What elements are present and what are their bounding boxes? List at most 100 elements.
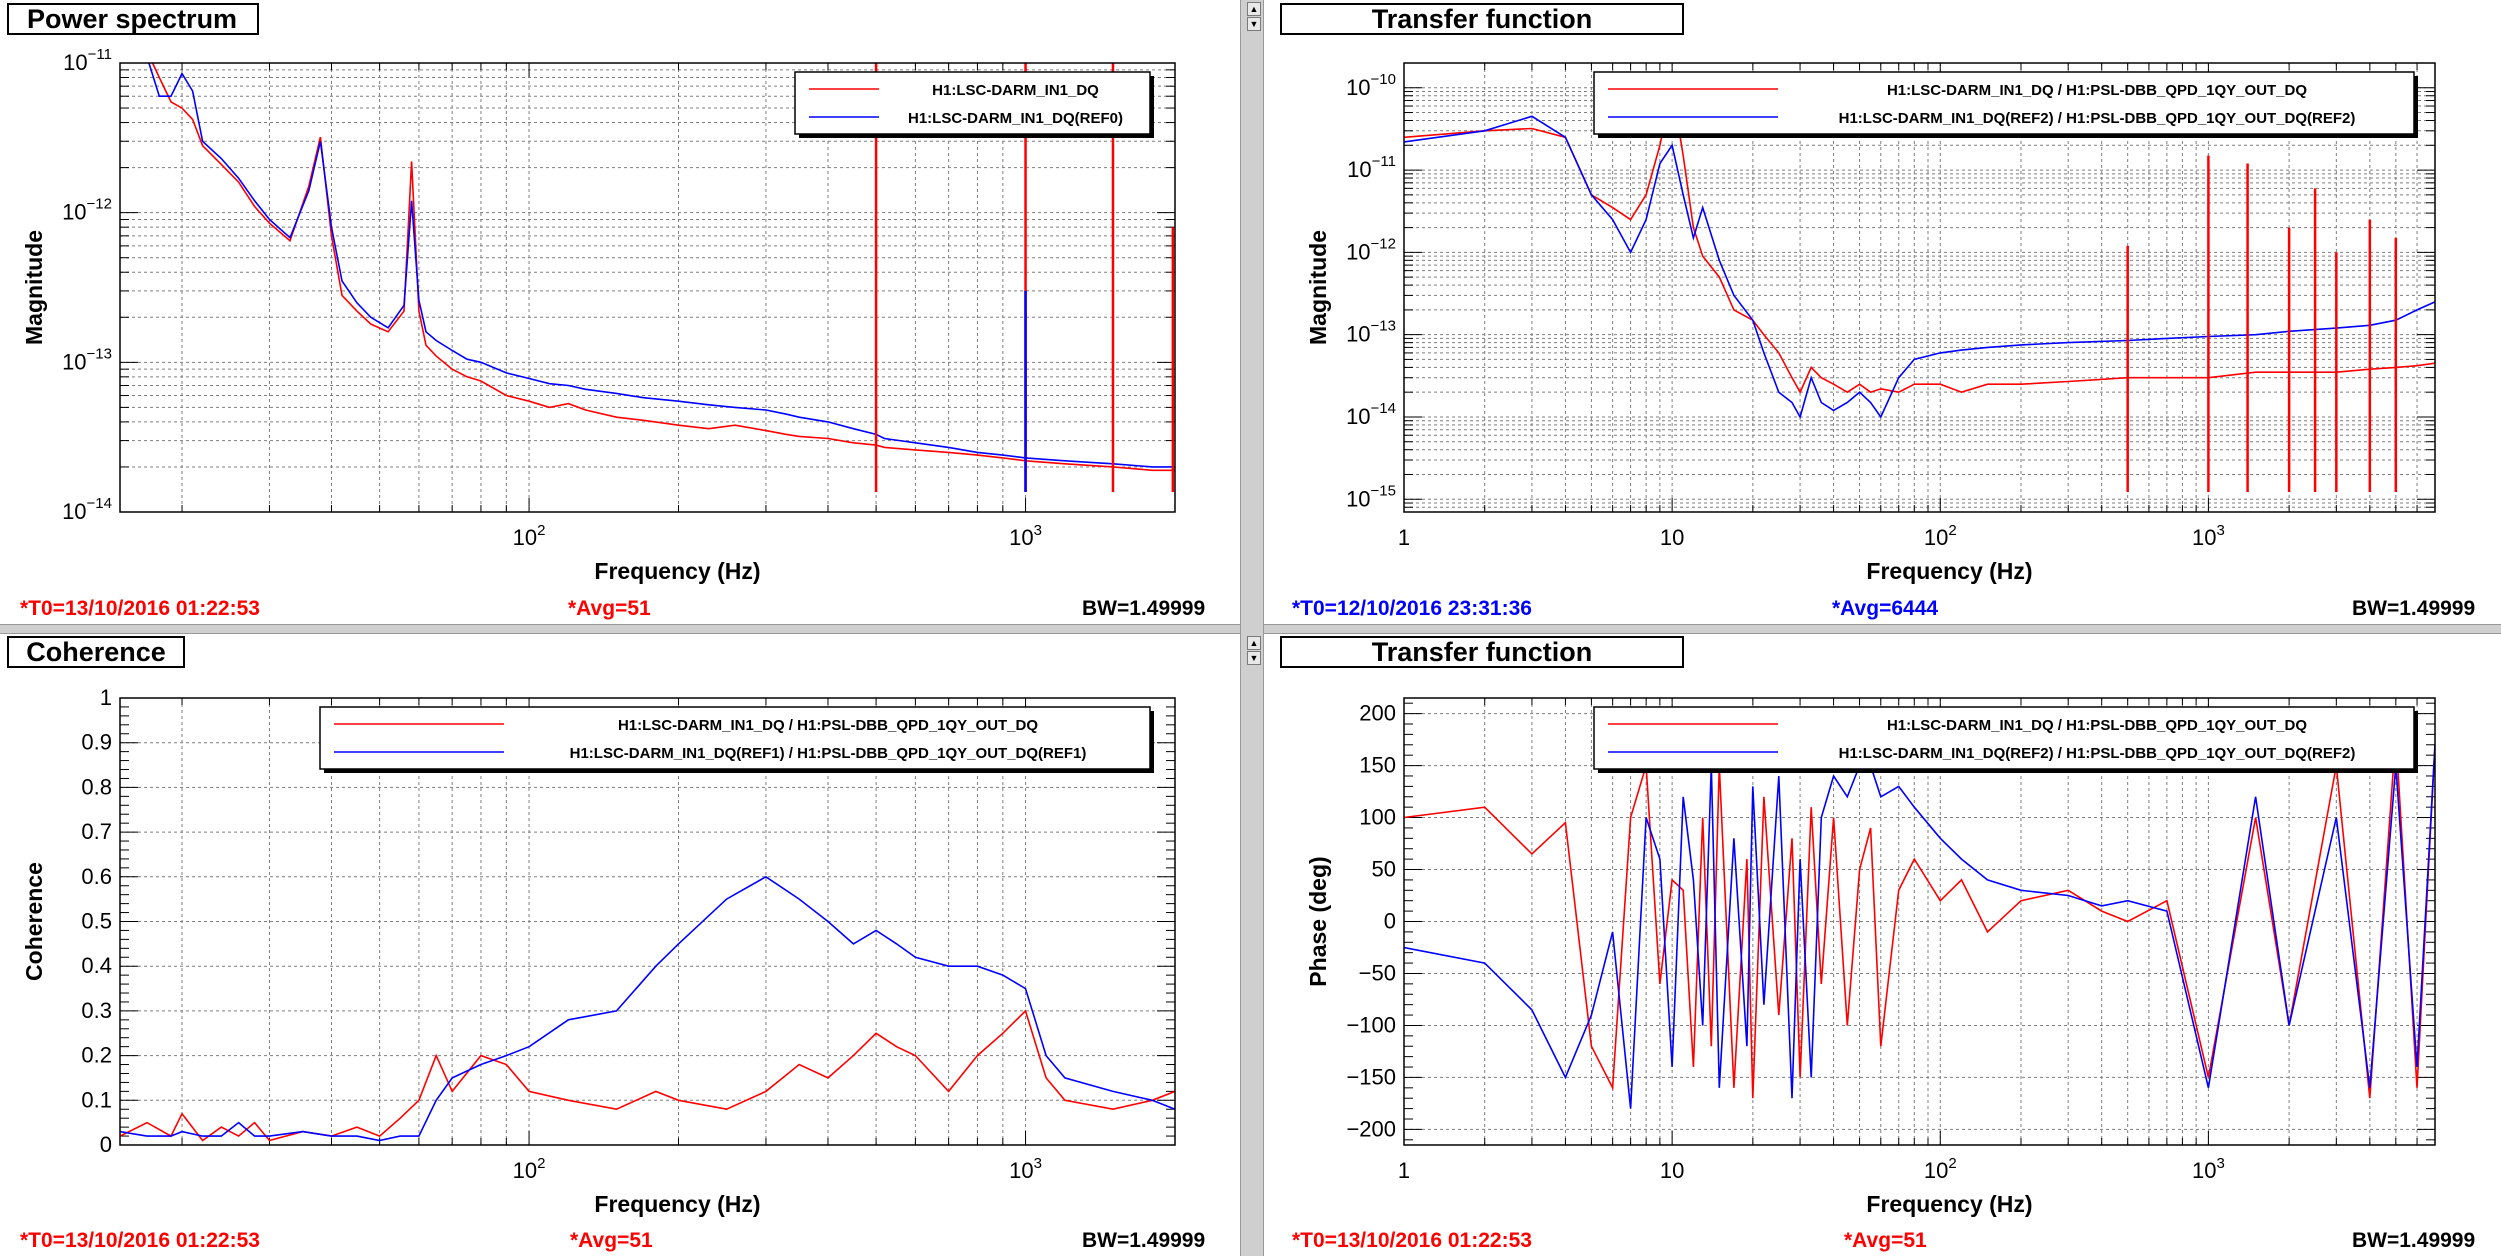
- x-tick-label: 102: [1924, 522, 1957, 550]
- tab-coherence[interactable]: Coherence: [7, 636, 185, 668]
- x-tick-label: 102: [1924, 1155, 1957, 1183]
- horizontal-splitter-right[interactable]: [1264, 624, 2501, 634]
- series-line-blue: [120, 875, 1175, 1142]
- x-tick-label: 1: [1398, 1158, 1410, 1183]
- x-axis-label: Frequency (Hz): [594, 558, 760, 584]
- x-tick-label: 102: [513, 1155, 546, 1183]
- transfer-magnitude-chart: 1 10 102 103 10−15 10−14 10−13 10−12 10−11 10−10 F…: [1305, 62, 2436, 584]
- y-tick-label: 10−13: [62, 345, 112, 374]
- tab-power-spectrum[interactable]: Power spectrum: [7, 3, 259, 35]
- series-line-red: [120, 1009, 1175, 1142]
- plot-frame: [1403, 697, 2436, 1146]
- t0-label: *T0=13/10/2016 01:22:53: [1292, 1229, 1532, 1252]
- y-tick-label: 100: [1359, 805, 1396, 830]
- avg-label: *Avg=51: [570, 1229, 653, 1252]
- avg-label: *Avg=6444: [1832, 597, 1939, 620]
- plot-frame: [119, 62, 1176, 513]
- y-tick-label: 10−14: [62, 495, 112, 524]
- panel-transfer-magnitude: Transfer function 1 10 102 103 10−15 10−14 10−…: [1264, 0, 2501, 624]
- t0-label: *T0=13/10/2016 01:22:53: [20, 1229, 260, 1252]
- x-axis-label: Frequency (Hz): [1866, 558, 2032, 584]
- scroll-down-icon[interactable]: ▼: [1247, 651, 1261, 665]
- x-tick-label: 10: [1660, 1158, 1684, 1183]
- avg-label: *Avg=51: [1844, 1229, 1927, 1252]
- y-axis-label: Magnitude: [21, 230, 47, 345]
- y-tick-label: 0.1: [81, 1087, 112, 1112]
- y-tick-label: −100: [1346, 1012, 1396, 1037]
- y-tick-label: 1: [100, 685, 112, 710]
- tab-title: Transfer function: [1371, 4, 1593, 34]
- horizontal-splitter-left[interactable]: [0, 624, 1240, 634]
- legend-entry: H1:LSC-DARM_IN1_DQ / H1:PSL-DBB_QPD_1QY_…: [1887, 82, 2307, 99]
- vertical-splitter[interactable]: [1240, 0, 1264, 1256]
- x-axis-label: Frequency (Hz): [594, 1191, 760, 1217]
- y-tick-label: −200: [1346, 1116, 1396, 1141]
- power-spectrum-chart: 102 103 10−14 10−13 10−12 10−11 Frequency (Hz)…: [21, 46, 1176, 584]
- series-line-blue: [148, 63, 1175, 468]
- series-line-red: [151, 63, 1175, 472]
- x-tick-label: 102: [513, 522, 546, 550]
- x-tick-label: 103: [1009, 1155, 1042, 1183]
- y-tick-label: 0.9: [81, 730, 112, 755]
- y-tick-label: 0.7: [81, 819, 112, 844]
- scroll-down-icon[interactable]: ▼: [1247, 17, 1261, 31]
- legend-entry: H1:LSC-DARM_IN1_DQ(REF0): [908, 110, 1123, 127]
- panel-power-spectrum: Power spectrum 102 103 10−14 10−13 10−12 10−1…: [0, 0, 1240, 624]
- y-tick-label: 10−11: [1347, 153, 1396, 182]
- y-tick-label: 0.8: [81, 774, 112, 799]
- y-tick-label: 0: [100, 1132, 112, 1157]
- y-tick-label: −50: [1359, 960, 1396, 985]
- legend-box: [319, 706, 1151, 770]
- legend-box: [1593, 71, 2415, 135]
- series-line-red: [1404, 734, 2435, 1099]
- legend-entry: H1:LSC-DARM_IN1_DQ / H1:PSL-DBB_QPD_1QY_…: [1887, 717, 2307, 734]
- tab-transfer-function-magnitude[interactable]: Transfer function: [1280, 3, 1684, 35]
- y-tick-label: 10−11: [63, 46, 112, 75]
- bw-label: BW=1.49999: [2352, 597, 2476, 620]
- tab-title: Power spectrum: [27, 4, 238, 34]
- t0-label: *T0=12/10/2016 23:31:36: [1292, 597, 1532, 620]
- y-tick-label: 10−12: [62, 196, 112, 225]
- y-tick-label: 0.5: [81, 909, 112, 934]
- coherence-chart: 102 103 0 0.1 0.2 0.3 0.4 0.5 0.6 0.7 0.8 0.9 1 Frequ…: [21, 685, 1176, 1217]
- bw-label: BW=1.49999: [1082, 1229, 1206, 1252]
- scroll-up-icon[interactable]: ▲: [1247, 2, 1261, 16]
- y-tick-label: 10−14: [1346, 400, 1396, 429]
- legend-entry: H1:LSC-DARM_IN1_DQ: [932, 82, 1099, 99]
- y-tick-label: 10−10: [1346, 71, 1396, 100]
- y-tick-label: 0: [1384, 909, 1396, 934]
- tab-transfer-function-phase[interactable]: Transfer function: [1280, 636, 1684, 668]
- y-tick-label: 10−13: [1346, 318, 1396, 347]
- legend-entry: H1:LSC-DARM_IN1_DQ(REF2) / H1:PSL-DBB_QP…: [1839, 110, 2356, 127]
- y-tick-label: 0.3: [81, 998, 112, 1023]
- series-line-red: [1404, 87, 2435, 394]
- y-tick-label: 10−15: [1346, 482, 1396, 511]
- y-tick-label: 0.4: [81, 953, 112, 978]
- x-tick-label: 103: [2192, 522, 2225, 550]
- x-tick-label: 103: [1009, 522, 1042, 550]
- y-tick-label: 50: [1372, 857, 1396, 882]
- legend-entry: H1:LSC-DARM_IN1_DQ / H1:PSL-DBB_QPD_1QY_…: [618, 717, 1038, 734]
- series-line-blue: [1404, 115, 2435, 420]
- scroll-up-icon[interactable]: ▲: [1247, 636, 1261, 650]
- avg-label: *Avg=51: [568, 597, 651, 620]
- x-axis-label: Frequency (Hz): [1866, 1191, 2032, 1217]
- y-axis-label: Phase (deg): [1305, 856, 1331, 986]
- y-tick-label: −150: [1346, 1064, 1396, 1089]
- panel-transfer-phase: Transfer function 1 10 102 103 −200 −150 −100 −…: [1264, 634, 2501, 1256]
- tab-title: Coherence: [26, 637, 166, 667]
- x-tick-label: 103: [2192, 1155, 2225, 1183]
- x-tick-label: 10: [1660, 525, 1684, 550]
- y-tick-label: 10−12: [1346, 235, 1396, 264]
- t0-label: *T0=13/10/2016 01:22:53: [20, 597, 260, 620]
- bw-label: BW=1.49999: [1082, 597, 1206, 620]
- legend-entry: H1:LSC-DARM_IN1_DQ(REF2) / H1:PSL-DBB_QP…: [1839, 745, 2356, 762]
- transfer-phase-chart: 1 10 102 103 −200 −150 −100 −50 0 50 100 150 200 Freq…: [1305, 697, 2436, 1217]
- y-axis-label: Magnitude: [1305, 230, 1331, 345]
- x-tick-label: 1: [1398, 525, 1410, 550]
- y-tick-label: 200: [1359, 701, 1396, 726]
- y-tick-label: 150: [1359, 753, 1396, 778]
- legend-box: [1593, 706, 2415, 770]
- plot-frame: [119, 697, 1176, 1146]
- plot-frame: [1403, 62, 2436, 513]
